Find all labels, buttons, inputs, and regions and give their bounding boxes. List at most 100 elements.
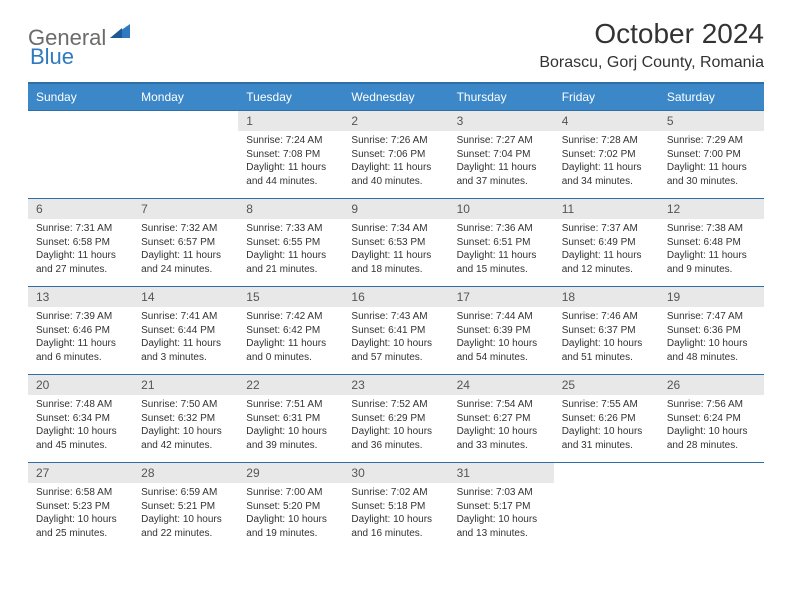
day-number: 26 bbox=[659, 375, 764, 395]
day-number: 13 bbox=[28, 287, 133, 307]
calendar-day-cell: 20Sunrise: 7:48 AMSunset: 6:34 PMDayligh… bbox=[28, 375, 133, 463]
calendar-day-cell: 28Sunrise: 6:59 AMSunset: 5:21 PMDayligh… bbox=[133, 463, 238, 551]
calendar-day-cell: 23Sunrise: 7:52 AMSunset: 6:29 PMDayligh… bbox=[343, 375, 448, 463]
weekday-header: Friday bbox=[554, 83, 659, 111]
calendar-day-cell: 25Sunrise: 7:55 AMSunset: 6:26 PMDayligh… bbox=[554, 375, 659, 463]
day-details: Sunrise: 7:03 AMSunset: 5:17 PMDaylight:… bbox=[449, 483, 554, 546]
calendar-day-cell: 8Sunrise: 7:33 AMSunset: 6:55 PMDaylight… bbox=[238, 199, 343, 287]
day-details: Sunrise: 7:46 AMSunset: 6:37 PMDaylight:… bbox=[554, 307, 659, 370]
day-details: Sunrise: 7:24 AMSunset: 7:08 PMDaylight:… bbox=[238, 131, 343, 194]
day-number: 29 bbox=[238, 463, 343, 483]
day-number: 21 bbox=[133, 375, 238, 395]
calendar-day-cell: 24Sunrise: 7:54 AMSunset: 6:27 PMDayligh… bbox=[449, 375, 554, 463]
weekday-header: Saturday bbox=[659, 83, 764, 111]
day-details: Sunrise: 7:34 AMSunset: 6:53 PMDaylight:… bbox=[343, 219, 448, 282]
day-number: 18 bbox=[554, 287, 659, 307]
day-number: 25 bbox=[554, 375, 659, 395]
day-details: Sunrise: 7:27 AMSunset: 7:04 PMDaylight:… bbox=[449, 131, 554, 194]
day-number: 11 bbox=[554, 199, 659, 219]
calendar-day-cell: 30Sunrise: 7:02 AMSunset: 5:18 PMDayligh… bbox=[343, 463, 448, 551]
day-details: Sunrise: 7:28 AMSunset: 7:02 PMDaylight:… bbox=[554, 131, 659, 194]
day-number: 20 bbox=[28, 375, 133, 395]
location-text: Borascu, Gorj County, Romania bbox=[539, 54, 764, 72]
day-number: 5 bbox=[659, 111, 764, 131]
weekday-header: Sunday bbox=[28, 83, 133, 111]
day-details: Sunrise: 7:31 AMSunset: 6:58 PMDaylight:… bbox=[28, 219, 133, 282]
calendar-day-cell: 9Sunrise: 7:34 AMSunset: 6:53 PMDaylight… bbox=[343, 199, 448, 287]
calendar-day-cell: 29Sunrise: 7:00 AMSunset: 5:20 PMDayligh… bbox=[238, 463, 343, 551]
day-details: Sunrise: 7:44 AMSunset: 6:39 PMDaylight:… bbox=[449, 307, 554, 370]
day-number: 10 bbox=[449, 199, 554, 219]
calendar-day-cell: 12Sunrise: 7:38 AMSunset: 6:48 PMDayligh… bbox=[659, 199, 764, 287]
calendar-day-cell: 19Sunrise: 7:47 AMSunset: 6:36 PMDayligh… bbox=[659, 287, 764, 375]
calendar-day-cell: 1Sunrise: 7:24 AMSunset: 7:08 PMDaylight… bbox=[238, 111, 343, 199]
calendar-day-cell: 4Sunrise: 7:28 AMSunset: 7:02 PMDaylight… bbox=[554, 111, 659, 199]
day-number: 2 bbox=[343, 111, 448, 131]
calendar-day-cell: 14Sunrise: 7:41 AMSunset: 6:44 PMDayligh… bbox=[133, 287, 238, 375]
calendar-day-cell: 16Sunrise: 7:43 AMSunset: 6:41 PMDayligh… bbox=[343, 287, 448, 375]
day-details: Sunrise: 7:26 AMSunset: 7:06 PMDaylight:… bbox=[343, 131, 448, 194]
day-number: 30 bbox=[343, 463, 448, 483]
day-number: 12 bbox=[659, 199, 764, 219]
calendar-day-cell: 26Sunrise: 7:56 AMSunset: 6:24 PMDayligh… bbox=[659, 375, 764, 463]
calendar-day-cell bbox=[28, 111, 133, 199]
calendar-week-row: 6Sunrise: 7:31 AMSunset: 6:58 PMDaylight… bbox=[28, 199, 764, 287]
calendar-day-cell: 3Sunrise: 7:27 AMSunset: 7:04 PMDaylight… bbox=[449, 111, 554, 199]
day-number: 22 bbox=[238, 375, 343, 395]
day-number: 14 bbox=[133, 287, 238, 307]
day-number: 4 bbox=[554, 111, 659, 131]
calendar-day-cell: 15Sunrise: 7:42 AMSunset: 6:42 PMDayligh… bbox=[238, 287, 343, 375]
weekday-header: Tuesday bbox=[238, 83, 343, 111]
calendar-day-cell bbox=[659, 463, 764, 551]
calendar-page: General October 2024 Borascu, Gorj Count… bbox=[0, 0, 792, 569]
day-number: 24 bbox=[449, 375, 554, 395]
day-details: Sunrise: 7:51 AMSunset: 6:31 PMDaylight:… bbox=[238, 395, 343, 458]
day-details: Sunrise: 7:42 AMSunset: 6:42 PMDaylight:… bbox=[238, 307, 343, 370]
day-details: Sunrise: 7:43 AMSunset: 6:41 PMDaylight:… bbox=[343, 307, 448, 370]
day-number: 7 bbox=[133, 199, 238, 219]
day-number: 23 bbox=[343, 375, 448, 395]
day-details: Sunrise: 7:50 AMSunset: 6:32 PMDaylight:… bbox=[133, 395, 238, 458]
title-block: October 2024 Borascu, Gorj County, Roman… bbox=[539, 18, 764, 72]
day-details: Sunrise: 7:32 AMSunset: 6:57 PMDaylight:… bbox=[133, 219, 238, 282]
day-number: 1 bbox=[238, 111, 343, 131]
day-number: 17 bbox=[449, 287, 554, 307]
day-details: Sunrise: 7:37 AMSunset: 6:49 PMDaylight:… bbox=[554, 219, 659, 282]
calendar-week-row: 20Sunrise: 7:48 AMSunset: 6:34 PMDayligh… bbox=[28, 375, 764, 463]
day-number: 15 bbox=[238, 287, 343, 307]
calendar-day-cell: 17Sunrise: 7:44 AMSunset: 6:39 PMDayligh… bbox=[449, 287, 554, 375]
day-details: Sunrise: 7:47 AMSunset: 6:36 PMDaylight:… bbox=[659, 307, 764, 370]
logo-triangle-icon bbox=[110, 24, 130, 43]
day-number: 8 bbox=[238, 199, 343, 219]
calendar-day-cell: 21Sunrise: 7:50 AMSunset: 6:32 PMDayligh… bbox=[133, 375, 238, 463]
calendar-day-cell bbox=[133, 111, 238, 199]
day-details: Sunrise: 7:00 AMSunset: 5:20 PMDaylight:… bbox=[238, 483, 343, 546]
calendar-day-cell: 27Sunrise: 6:58 AMSunset: 5:23 PMDayligh… bbox=[28, 463, 133, 551]
header: General October 2024 Borascu, Gorj Count… bbox=[28, 18, 764, 72]
weekday-header: Monday bbox=[133, 83, 238, 111]
calendar-day-cell: 2Sunrise: 7:26 AMSunset: 7:06 PMDaylight… bbox=[343, 111, 448, 199]
calendar-day-cell: 5Sunrise: 7:29 AMSunset: 7:00 PMDaylight… bbox=[659, 111, 764, 199]
day-details: Sunrise: 7:38 AMSunset: 6:48 PMDaylight:… bbox=[659, 219, 764, 282]
day-details: Sunrise: 7:41 AMSunset: 6:44 PMDaylight:… bbox=[133, 307, 238, 370]
calendar-day-cell: 10Sunrise: 7:36 AMSunset: 6:51 PMDayligh… bbox=[449, 199, 554, 287]
calendar-day-cell bbox=[554, 463, 659, 551]
day-details: Sunrise: 7:56 AMSunset: 6:24 PMDaylight:… bbox=[659, 395, 764, 458]
month-title: October 2024 bbox=[539, 18, 764, 50]
calendar-day-cell: 7Sunrise: 7:32 AMSunset: 6:57 PMDaylight… bbox=[133, 199, 238, 287]
calendar-body: 1Sunrise: 7:24 AMSunset: 7:08 PMDaylight… bbox=[28, 111, 764, 551]
day-details: Sunrise: 7:36 AMSunset: 6:51 PMDaylight:… bbox=[449, 219, 554, 282]
day-number: 27 bbox=[28, 463, 133, 483]
day-details: Sunrise: 6:58 AMSunset: 5:23 PMDaylight:… bbox=[28, 483, 133, 546]
weekday-header-row: Sunday Monday Tuesday Wednesday Thursday… bbox=[28, 83, 764, 111]
calendar-day-cell: 11Sunrise: 7:37 AMSunset: 6:49 PMDayligh… bbox=[554, 199, 659, 287]
day-details: Sunrise: 7:39 AMSunset: 6:46 PMDaylight:… bbox=[28, 307, 133, 370]
calendar-week-row: 27Sunrise: 6:58 AMSunset: 5:23 PMDayligh… bbox=[28, 463, 764, 551]
day-details: Sunrise: 6:59 AMSunset: 5:21 PMDaylight:… bbox=[133, 483, 238, 546]
day-details: Sunrise: 7:48 AMSunset: 6:34 PMDaylight:… bbox=[28, 395, 133, 458]
calendar-week-row: 13Sunrise: 7:39 AMSunset: 6:46 PMDayligh… bbox=[28, 287, 764, 375]
day-number: 9 bbox=[343, 199, 448, 219]
day-number: 28 bbox=[133, 463, 238, 483]
day-number: 31 bbox=[449, 463, 554, 483]
day-details: Sunrise: 7:02 AMSunset: 5:18 PMDaylight:… bbox=[343, 483, 448, 546]
